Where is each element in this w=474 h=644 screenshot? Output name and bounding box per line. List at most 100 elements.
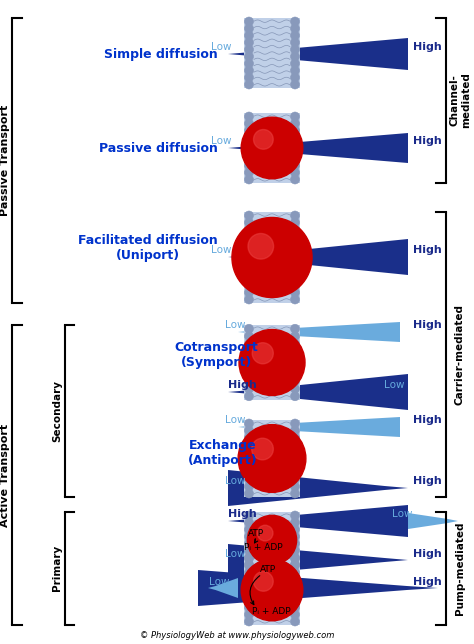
Circle shape <box>291 603 300 612</box>
Circle shape <box>245 369 254 378</box>
Polygon shape <box>228 374 408 410</box>
Circle shape <box>245 232 254 241</box>
Text: Low: Low <box>226 415 246 425</box>
Circle shape <box>291 384 300 393</box>
Text: Carrier-mediated: Carrier-mediated <box>455 303 465 404</box>
Circle shape <box>245 168 254 177</box>
Circle shape <box>291 274 300 283</box>
Bar <box>244 420 300 497</box>
Circle shape <box>245 267 254 276</box>
Circle shape <box>245 260 254 269</box>
Circle shape <box>291 475 300 484</box>
Circle shape <box>291 489 300 498</box>
Circle shape <box>291 147 300 156</box>
Circle shape <box>291 154 300 163</box>
Text: ATP: ATP <box>248 529 264 538</box>
Circle shape <box>291 161 300 170</box>
Circle shape <box>254 571 273 591</box>
Circle shape <box>291 468 300 477</box>
Circle shape <box>291 52 300 61</box>
Text: High: High <box>228 509 257 519</box>
Circle shape <box>245 617 254 626</box>
Circle shape <box>245 154 254 163</box>
Bar <box>244 555 300 625</box>
Circle shape <box>291 518 300 527</box>
Circle shape <box>245 539 254 548</box>
Circle shape <box>245 324 254 333</box>
Circle shape <box>291 281 300 290</box>
Circle shape <box>291 332 300 341</box>
Circle shape <box>245 112 254 121</box>
Circle shape <box>232 218 312 298</box>
Circle shape <box>245 377 254 386</box>
Text: Passive diffusion: Passive diffusion <box>99 142 218 155</box>
Text: Passive Transport: Passive Transport <box>0 104 10 216</box>
Circle shape <box>291 377 300 386</box>
Circle shape <box>291 532 300 541</box>
Polygon shape <box>228 470 408 506</box>
Circle shape <box>291 525 300 534</box>
Circle shape <box>291 426 300 435</box>
Text: High: High <box>413 320 442 330</box>
Circle shape <box>291 253 300 262</box>
Text: Cotransport
(Symport): Cotransport (Symport) <box>174 341 258 369</box>
Circle shape <box>291 447 300 456</box>
Circle shape <box>241 559 303 621</box>
Polygon shape <box>228 133 408 163</box>
Circle shape <box>245 73 254 82</box>
Circle shape <box>245 332 254 341</box>
Circle shape <box>291 482 300 491</box>
Circle shape <box>245 126 254 135</box>
Polygon shape <box>238 322 400 342</box>
Circle shape <box>245 80 254 89</box>
Text: Active Transport: Active Transport <box>0 424 10 527</box>
Polygon shape <box>228 505 408 537</box>
Circle shape <box>291 260 300 269</box>
Text: Facilitated diffusion
(Uniport): Facilitated diffusion (Uniport) <box>78 234 218 262</box>
Circle shape <box>291 617 300 626</box>
Text: High: High <box>413 42 442 52</box>
Circle shape <box>245 419 254 428</box>
Circle shape <box>291 440 300 449</box>
Circle shape <box>245 175 254 184</box>
Circle shape <box>245 461 254 470</box>
Circle shape <box>245 45 254 54</box>
Circle shape <box>291 553 300 562</box>
Circle shape <box>291 589 300 598</box>
Circle shape <box>245 546 254 555</box>
Circle shape <box>291 288 300 297</box>
Circle shape <box>245 246 254 255</box>
Polygon shape <box>208 578 238 598</box>
Circle shape <box>291 80 300 89</box>
Circle shape <box>291 419 300 428</box>
Circle shape <box>291 59 300 68</box>
Circle shape <box>291 392 300 401</box>
Circle shape <box>245 24 254 33</box>
FancyArrowPatch shape <box>250 576 260 605</box>
Polygon shape <box>408 513 458 529</box>
Text: Low: Low <box>211 42 232 52</box>
Circle shape <box>245 346 254 355</box>
Text: Secondary: Secondary <box>52 380 62 442</box>
Circle shape <box>245 582 254 591</box>
Circle shape <box>291 66 300 75</box>
Circle shape <box>245 511 254 520</box>
Circle shape <box>245 440 254 449</box>
Circle shape <box>245 253 254 262</box>
Circle shape <box>291 112 300 121</box>
Bar <box>244 18 300 88</box>
Circle shape <box>248 234 273 259</box>
Text: High: High <box>413 476 442 486</box>
Circle shape <box>291 546 300 555</box>
Circle shape <box>291 339 300 348</box>
Circle shape <box>245 553 254 562</box>
Text: Pᵢ + ADP: Pᵢ + ADP <box>244 544 283 553</box>
Circle shape <box>245 147 254 156</box>
Circle shape <box>291 561 300 570</box>
Polygon shape <box>228 239 408 275</box>
Circle shape <box>245 433 254 442</box>
Circle shape <box>291 218 300 227</box>
Circle shape <box>238 424 306 493</box>
Circle shape <box>291 369 300 378</box>
Circle shape <box>291 119 300 128</box>
